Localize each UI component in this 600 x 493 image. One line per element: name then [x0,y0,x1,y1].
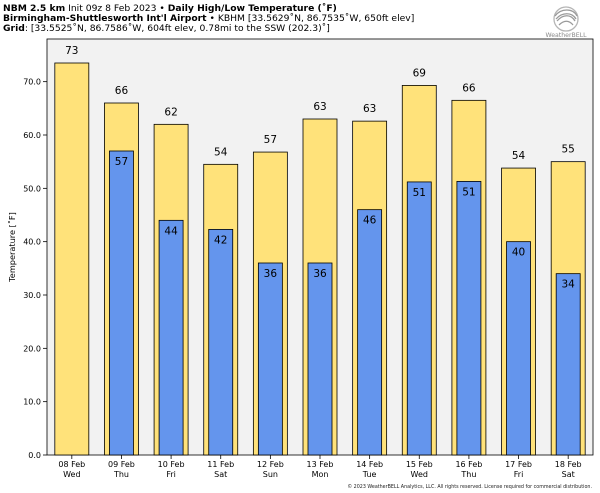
high-bar [54,62,90,456]
low-value-label: 51 [462,186,475,198]
low-bar [406,181,432,456]
copyright-text: © 2023 WeatherBELL Analytics, LLC. All r… [347,485,592,490]
high-value-label: 55 [561,144,574,156]
y-tick-label: 10.0 [23,398,41,407]
logo-text: WeatherBELL [545,32,587,39]
station-info: • KBHM [33.5629˚N, 86.7535˚W, 650ft elev… [206,13,415,24]
low-bar [158,219,184,456]
x-tick-date: 10 Feb [158,460,185,469]
header-line-2: Birmingham-Shuttlesworth Int'l Airport •… [3,13,414,24]
x-tick-weekday: Fri [166,470,176,479]
low-value-label: 40 [512,247,525,259]
x-tick-date: 17 Feb [505,460,532,469]
y-tick-label: 0.0 [28,451,41,460]
low-bar [357,209,383,456]
high-value-label: 63 [313,101,326,113]
high-value-label: 66 [115,85,129,97]
high-value-label: 57 [264,134,277,146]
low-bar [456,180,482,456]
low-bar [257,262,283,456]
high-value-label: 54 [214,146,228,158]
x-tick-date: 12 Feb [257,460,284,469]
low-value-label: 34 [561,279,575,291]
low-bar [307,262,333,456]
high-value-label: 62 [164,106,177,118]
x-tick-weekday: Wed [63,470,80,479]
swirl-logo-icon [553,6,579,32]
y-axis-label: Temperature [˚F] [7,212,17,283]
x-tick-date: 14 Feb [356,460,383,469]
high-value-label: 69 [413,67,426,79]
low-value-label: 42 [214,234,227,246]
low-value-label: 44 [164,225,178,237]
init-time: Init 09z 8 Feb 2023 • [65,3,168,14]
x-tick-weekday: Mon [312,470,329,479]
x-tick-weekday: Thu [113,470,129,479]
y-tick-label: 30.0 [23,291,41,300]
y-axis: 0.0 10.0 20.0 30.0 40.0 50.0 60.0 70.0 [23,78,47,460]
x-tick-date: 11 Feb [207,460,234,469]
low-value-label: 36 [264,268,278,280]
low-bar [109,150,134,456]
y-tick-label: 50.0 [23,184,41,193]
high-value-label: 54 [512,150,526,162]
low-bar [208,228,234,456]
x-tick-weekday: Sat [214,470,227,479]
header-line-3: Grid: [33.5525˚N, 86.7586˚W, 604ft elev,… [3,23,330,34]
low-value-label: 51 [413,187,426,199]
y-tick-label: 60.0 [23,131,41,140]
grid-label: Grid [3,23,25,34]
x-tick-weekday: Sat [562,470,575,479]
weatherbell-logo: WeatherBELL [545,6,587,39]
model-name: NBM 2.5 km [3,3,66,14]
x-tick-date: 15 Feb [406,460,433,469]
low-bars: 57 44 42 36 36 46 51 51 40 34 [109,150,581,456]
x-tick-date: 08 Feb [58,460,85,469]
low-bar [506,241,531,456]
high-value-label: 66 [462,82,476,94]
x-tick-weekday: Thu [460,470,476,479]
y-tick-label: 20.0 [23,344,41,353]
x-tick-weekday: Fri [514,470,524,479]
chart-title: Daily High/Low Temperature (˚F) [167,3,337,14]
header-line-1: NBM 2.5 km Init 09z 8 Feb 2023 • Daily H… [3,3,337,14]
x-tick-date: 09 Feb [108,460,135,469]
y-tick-label: 40.0 [23,238,41,247]
x-tick-weekday: Tue [362,470,377,479]
high-value-label: 73 [65,45,78,57]
low-bar [555,273,581,456]
x-tick-weekday: Wed [411,470,428,479]
low-value-label: 36 [313,268,327,280]
x-tick-date: 13 Feb [307,460,334,469]
grid-info: : [33.5525˚N, 86.7586˚W, 604ft elev, 0.7… [24,23,330,34]
x-tick-date: 18 Feb [555,460,582,469]
station-name: Birmingham-Shuttlesworth Int'l Airport [3,13,207,24]
y-tick-label: 70.0 [23,78,41,87]
high-value-label: 63 [363,103,376,115]
x-tick-date: 16 Feb [455,460,482,469]
low-value-label: 57 [115,156,128,168]
x-tick-weekday: Sun [263,470,278,479]
low-value-label: 46 [363,215,377,227]
